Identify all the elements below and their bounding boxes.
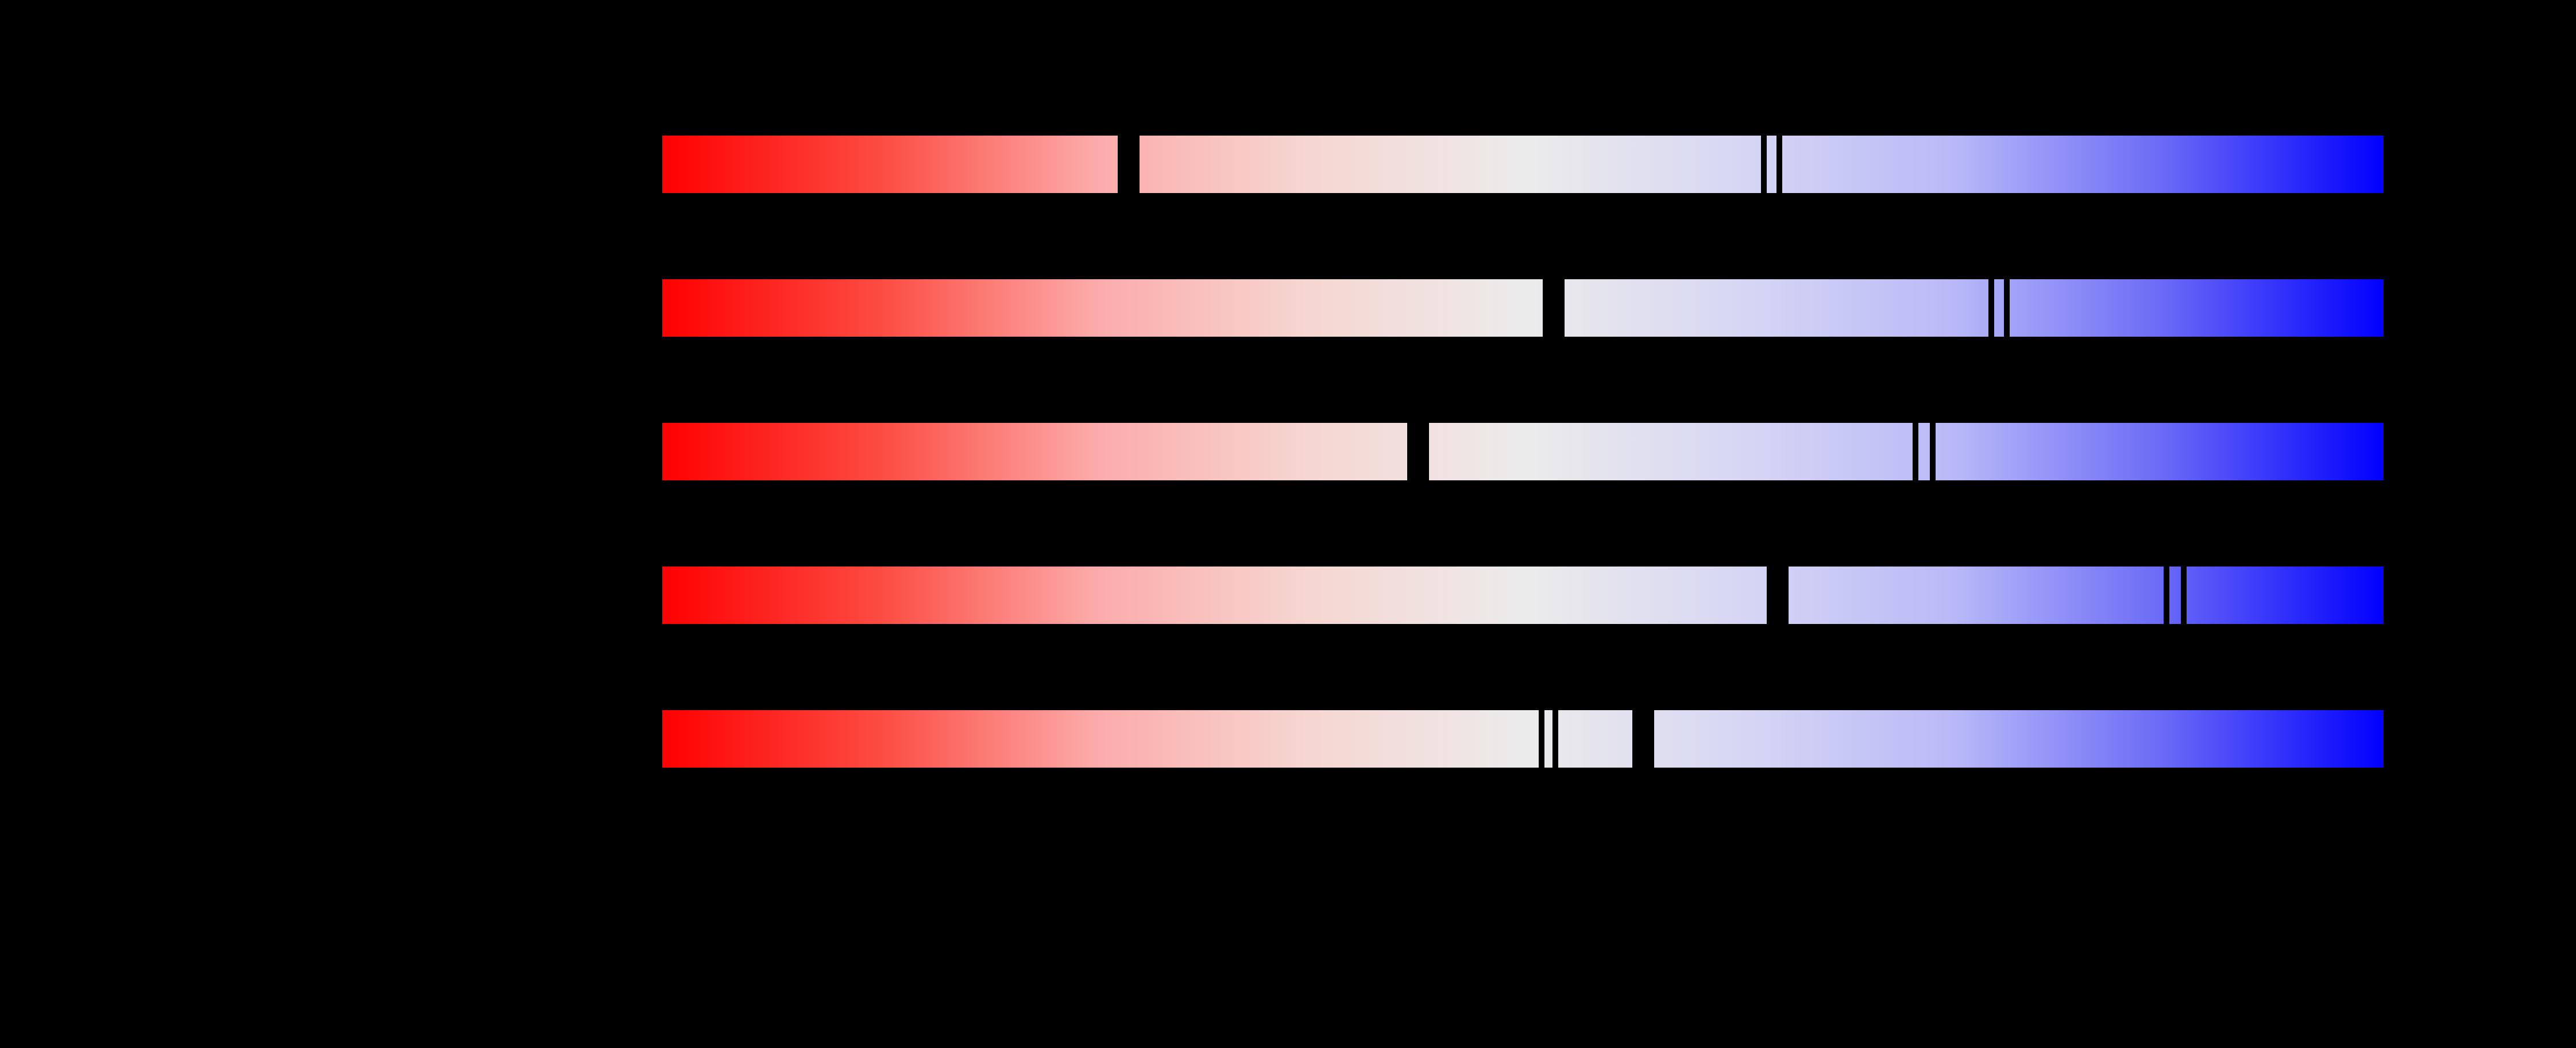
thick-marker [1543,279,1565,337]
thick-marker [1632,710,1655,768]
thin-marker [1552,710,1559,768]
thin-marker [2164,567,2170,624]
thick-marker [1407,423,1429,480]
thin-marker [2181,567,2187,624]
thin-marker [1761,136,1767,193]
thick-marker [1767,567,1789,624]
thin-marker [1776,136,1783,193]
thin-marker [1929,423,1936,480]
thin-marker [1539,710,1545,768]
gradient-bar [662,279,2384,337]
thin-marker [1988,279,1994,337]
gradient-bar [662,710,2384,768]
thin-marker [1912,423,1918,480]
thin-marker [2003,279,2010,337]
gradient-bar [662,567,2384,624]
gradient-bar [662,423,2384,480]
thick-marker [1118,136,1140,193]
gradient-bar [662,136,2384,193]
